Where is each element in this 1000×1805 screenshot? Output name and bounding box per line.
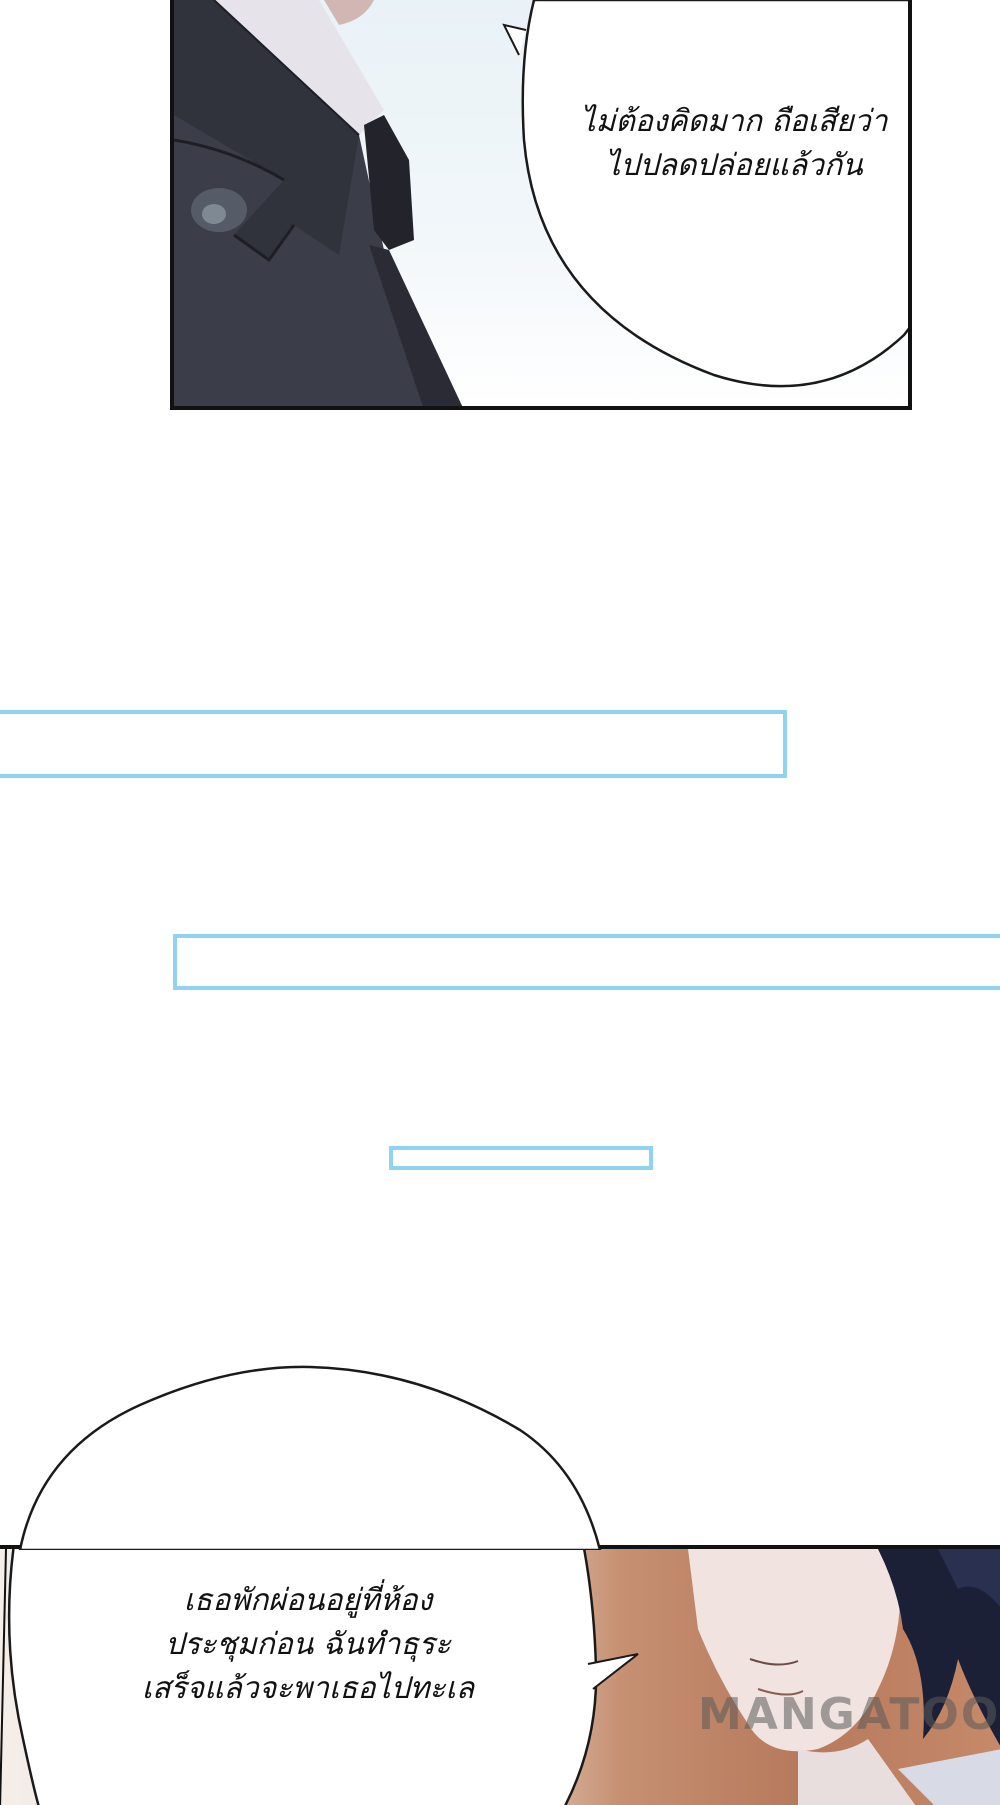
bottom-speech-text: เธอพักผ่อนอยู่ที่ห้อง ประชุมก่อน ฉันทำธุ…: [108, 1579, 508, 1711]
top-comic-panel: ไม่ต้องคิดมาก ถือเสียว่า ไปปลดปล่อยแล้วก…: [170, 0, 912, 410]
suit-illustration: [174, 0, 908, 406]
bottom-speech-bubble-top: [18, 1365, 602, 1550]
bottom-comic-panel: เธอพักผ่อนอยู่ที่ห้อง ประชุมก่อน ฉันทำธุ…: [0, 1545, 1000, 1805]
bottom-speech-line-2: ประชุมก่อน ฉันทำธุระ: [165, 1627, 451, 1662]
decorative-blue-frame-1: [0, 710, 787, 778]
decorative-blue-frame-3: [389, 1146, 653, 1170]
mangatoon-watermark: MANGATOON: [698, 1689, 1000, 1740]
bottom-speech-line-1: เธอพักผ่อนอยู่ที่ห้อง: [183, 1583, 433, 1618]
top-speech-line-1: ไม่ต้องคิดมาก ถือเสียว่า: [580, 104, 888, 139]
bottom-speech-line-3: เสร็จแล้วจะพาเธอไปทะเล: [141, 1671, 475, 1706]
top-speech-line-2: ไปปลดปล่อยแล้วกัน: [605, 148, 863, 183]
decorative-blue-frame-2: [173, 934, 1000, 990]
character-illustration: [0, 1549, 1000, 1805]
top-speech-text: ไม่ต้องคิดมาก ถือเสียว่า ไปปลดปล่อยแล้วก…: [564, 100, 904, 188]
